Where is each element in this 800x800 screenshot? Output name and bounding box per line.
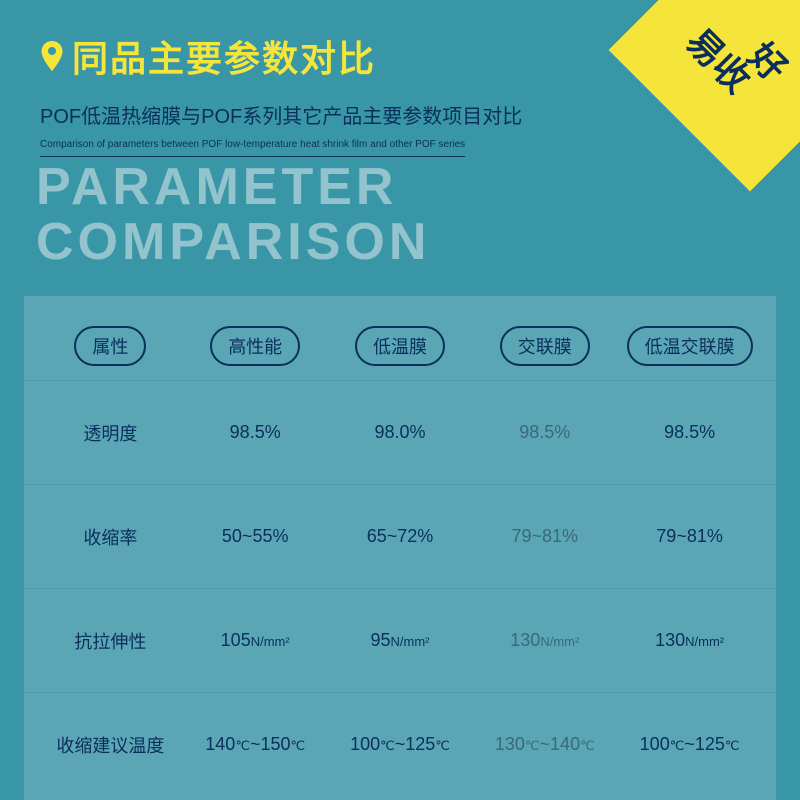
page-title: 同品主要参数对比 <box>72 30 376 82</box>
cell: 140℃~150℃ <box>183 734 328 755</box>
cell: 98.5% <box>472 422 617 443</box>
subtitle-en: Comparison of parameters between POF low… <box>40 139 465 157</box>
watermark-l1: PARAMETER <box>36 160 430 215</box>
row-label: 透明度 <box>38 420 183 446</box>
cell: 130N/mm² <box>472 630 617 651</box>
table-col-header: 属性 <box>38 326 183 366</box>
column-pill: 交联膜 <box>500 326 590 366</box>
cell: 79~81% <box>472 526 617 547</box>
table-col-header: 交联膜 <box>472 326 617 366</box>
cell: 130N/mm² <box>617 630 762 651</box>
comparison-table: 属性高性能低温膜交联膜低温交联膜 透明度98.5%98.0%98.5%98.5%… <box>24 296 776 800</box>
cell: 100℃~125℃ <box>328 734 473 755</box>
column-pill: 低温膜 <box>355 326 445 366</box>
cell: 100℃~125℃ <box>617 734 762 755</box>
table-col-header: 低温膜 <box>328 326 473 366</box>
table-body: 透明度98.5%98.0%98.5%98.5%收缩率50~55%65~72%79… <box>24 380 776 796</box>
table-col-header: 高性能 <box>183 326 328 366</box>
cell: 50~55% <box>183 526 328 547</box>
row-label: 收缩建议温度 <box>38 732 183 758</box>
cell: 65~72% <box>328 526 473 547</box>
cell: 79~81% <box>617 526 762 547</box>
table-header: 属性 高性能 低温膜 交联膜低温交联膜 <box>24 326 776 366</box>
cell: 105N/mm² <box>183 630 328 651</box>
row-label: 收缩率 <box>38 524 183 550</box>
table-row: 透明度98.5%98.0%98.5%98.5% <box>24 380 776 484</box>
column-pill: 属性 <box>74 326 146 366</box>
cell: 98.5% <box>183 422 328 443</box>
table-row: 收缩率50~55%65~72%79~81%79~81% <box>24 484 776 588</box>
watermark-text: PARAMETER COMPARISON <box>36 160 430 269</box>
cell: 98.0% <box>328 422 473 443</box>
row-label: 抗拉伸性 <box>38 628 183 654</box>
watermark-l2: COMPARISON <box>36 215 430 270</box>
table-row: 收缩建议温度140℃~150℃100℃~125℃130℃~140℃100℃~12… <box>24 692 776 796</box>
column-pill: 高性能 <box>210 326 300 366</box>
cell: 95N/mm² <box>328 630 473 651</box>
table-col-header: 低温交联膜 <box>617 326 762 366</box>
column-pill: 低温交联膜 <box>627 326 753 366</box>
map-pin-icon <box>40 41 64 71</box>
table-row: 抗拉伸性105N/mm²95N/mm²130N/mm²130N/mm² <box>24 588 776 692</box>
subtitle-cn: POF低温热缩膜与POF系列其它产品主要参数项目对比 <box>40 100 760 129</box>
cell: 130℃~140℃ <box>472 734 617 755</box>
cell: 98.5% <box>617 422 762 443</box>
